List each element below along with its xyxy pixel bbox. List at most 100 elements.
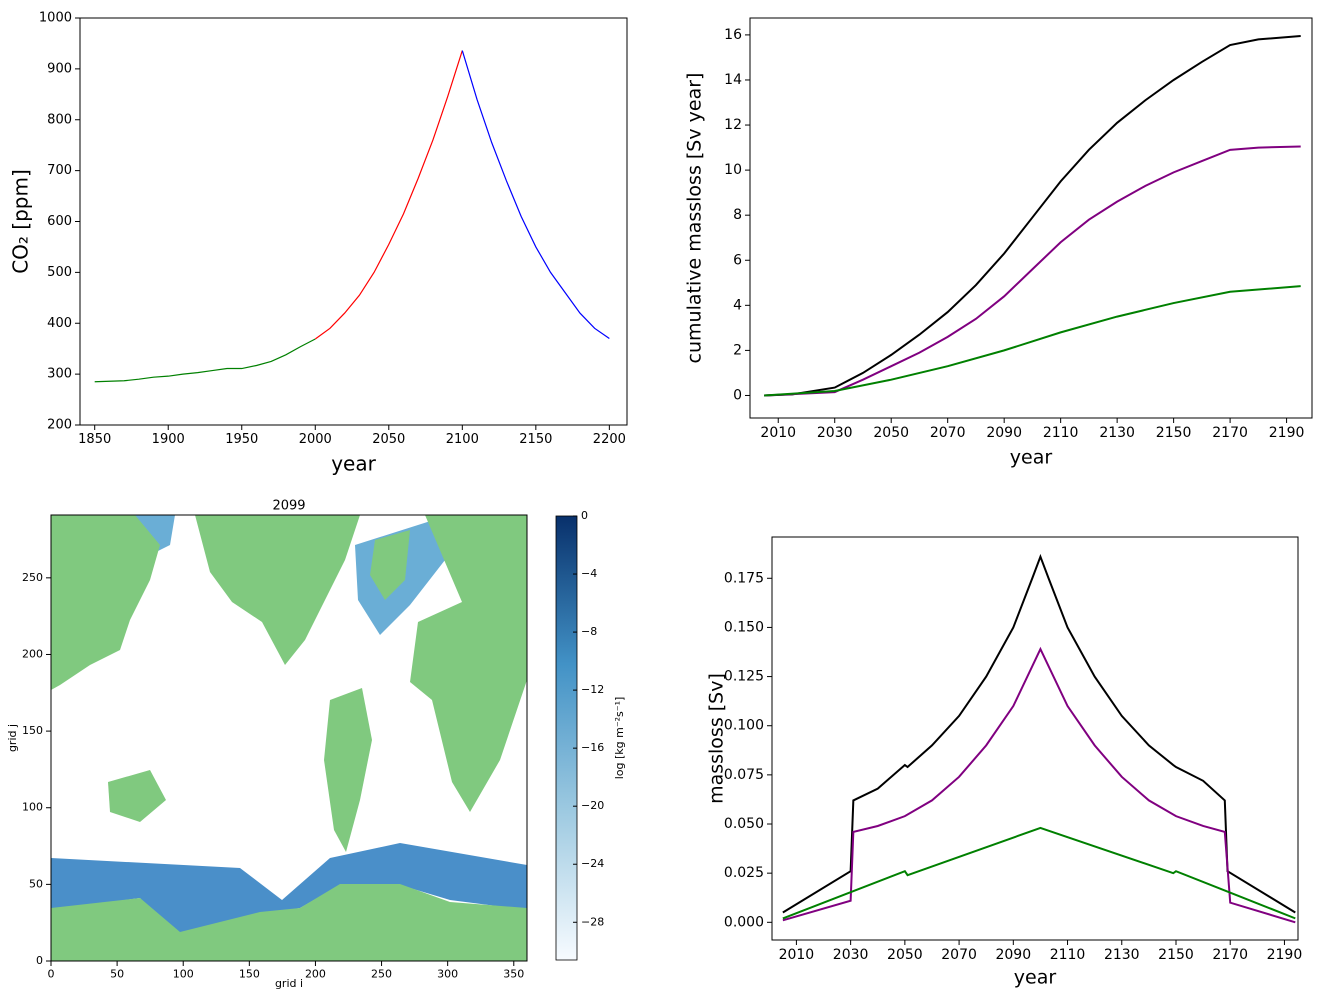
- line-series: [782, 826, 1296, 920]
- line-series: [782, 646, 1296, 924]
- x-tick-label: 2100: [446, 432, 479, 447]
- colorbar-tick-label: −8: [581, 625, 597, 638]
- ice-region: [51, 843, 527, 950]
- x-tick-label: 2170: [1212, 947, 1248, 963]
- colorbar-tick-label: −12: [581, 683, 604, 696]
- x-axis-label: year: [331, 452, 376, 476]
- y-tick-label: 700: [47, 163, 72, 178]
- x-tick-label: 100: [173, 968, 194, 981]
- y-tick-label: 0: [36, 954, 43, 967]
- y-tick-label: 4: [733, 297, 742, 313]
- y-tick-label: 400: [47, 316, 72, 331]
- land: [51, 515, 527, 961]
- y-tick-label: 200: [22, 647, 43, 660]
- x-tick-label: 2010: [760, 425, 796, 441]
- line-series: [764, 285, 1301, 397]
- y-tick-label: 0.050: [724, 816, 764, 832]
- x-axis-label: grid i: [275, 977, 303, 990]
- plot-frame: [79, 17, 628, 426]
- y-tick-label: 6: [733, 252, 742, 268]
- map-image: [51, 515, 527, 961]
- y-tick-label: 0.125: [724, 669, 764, 685]
- x-tick-label: 1850: [78, 432, 111, 447]
- y-tick-label: 150: [22, 724, 43, 737]
- y-tick-label: 10: [724, 162, 742, 178]
- colorbar-tick-label: −24: [581, 857, 604, 870]
- y-tick-label: 0.100: [724, 718, 764, 734]
- x-tick-label: 2110: [1043, 425, 1079, 441]
- plot-frame: [749, 17, 1313, 419]
- line-series: [782, 553, 1296, 914]
- x-tick-label: 2190: [1269, 425, 1305, 441]
- x-tick-label: 2050: [887, 947, 923, 963]
- x-tick-label: 1950: [225, 432, 258, 447]
- y-tick-label: 0: [733, 387, 742, 403]
- y-tick-label: 2: [733, 342, 742, 358]
- y-tick-label: 50: [29, 877, 43, 890]
- x-tick-label: 2150: [1158, 947, 1194, 963]
- x-tick-label: 2030: [833, 947, 869, 963]
- x-tick-label: 2030: [817, 425, 853, 441]
- colorbar-label: log [kg m⁻²s⁻¹]: [613, 697, 626, 780]
- colorbar-tick-label: −28: [581, 915, 604, 928]
- x-tick-label: 200: [305, 968, 326, 981]
- y-tick-label: 200: [47, 418, 72, 433]
- x-tick-label: 150: [239, 968, 260, 981]
- y-tick-label: 300: [47, 367, 72, 382]
- y-tick-label: 0.175: [724, 570, 764, 586]
- x-tick-label: 50: [110, 968, 124, 981]
- line-series: [94, 338, 316, 383]
- colorbar-tick-label: −4: [581, 567, 597, 580]
- y-tick-label: 0.150: [724, 619, 764, 635]
- y-tick-label: 800: [47, 112, 72, 127]
- y-tick-label: 16: [724, 27, 742, 43]
- x-tick-label: 2200: [593, 432, 626, 447]
- x-tick-label: 2070: [930, 425, 966, 441]
- line-series: [461, 50, 610, 340]
- x-axis-label: year: [1010, 447, 1053, 469]
- x-tick-label: 2010: [779, 947, 815, 963]
- ice-region: [130, 515, 445, 635]
- x-tick-label: 350: [503, 968, 524, 981]
- x-tick-label: 2050: [372, 432, 405, 447]
- x-tick-label: 2170: [1212, 425, 1248, 441]
- y-axis-label: cumulative massloss [Sv year]: [684, 73, 706, 364]
- y-tick-label: 8: [733, 207, 742, 223]
- x-tick-label: 2000: [299, 432, 332, 447]
- y-tick-label: 12: [724, 117, 742, 133]
- x-tick-label: 2090: [995, 947, 1031, 963]
- x-tick-label: 250: [371, 968, 392, 981]
- y-tick-label: 600: [47, 214, 72, 229]
- plot-frame: [50, 514, 528, 962]
- y-tick-label: 0.075: [724, 767, 764, 783]
- x-tick-label: 2110: [1050, 947, 1086, 963]
- colorbar-tick-label: 0: [581, 509, 588, 522]
- x-tick-label: 2190: [1267, 947, 1303, 963]
- y-tick-label: 0.025: [724, 865, 764, 881]
- x-axis-label: year: [1014, 967, 1057, 989]
- y-tick-label: 250: [22, 571, 43, 584]
- colorbar: [555, 515, 578, 961]
- x-tick-label: 2150: [1156, 425, 1192, 441]
- x-tick-label: 2050: [873, 425, 909, 441]
- y-tick-label: 100: [22, 801, 43, 814]
- line-series: [764, 145, 1301, 397]
- colorbar-tick-label: −16: [581, 741, 604, 754]
- x-tick-label: 2130: [1104, 947, 1140, 963]
- x-tick-label: 2150: [519, 432, 552, 447]
- x-tick-label: 1900: [152, 432, 185, 447]
- y-axis-label: grid j: [6, 724, 19, 752]
- y-axis-label: CO₂ [ppm]: [9, 169, 33, 274]
- x-tick-label: 2070: [941, 947, 977, 963]
- chart-title: 2099: [272, 499, 305, 514]
- x-tick-label: 300: [437, 968, 458, 981]
- y-tick-label: 900: [47, 61, 72, 76]
- x-tick-label: 2090: [986, 425, 1022, 441]
- line-series: [314, 50, 463, 340]
- line-series: [764, 35, 1301, 397]
- y-axis-label: massloss [Sv]: [706, 673, 728, 804]
- y-tick-label: 0.000: [724, 914, 764, 930]
- y-tick-label: 14: [724, 72, 742, 88]
- x-tick-label: 0: [48, 968, 55, 981]
